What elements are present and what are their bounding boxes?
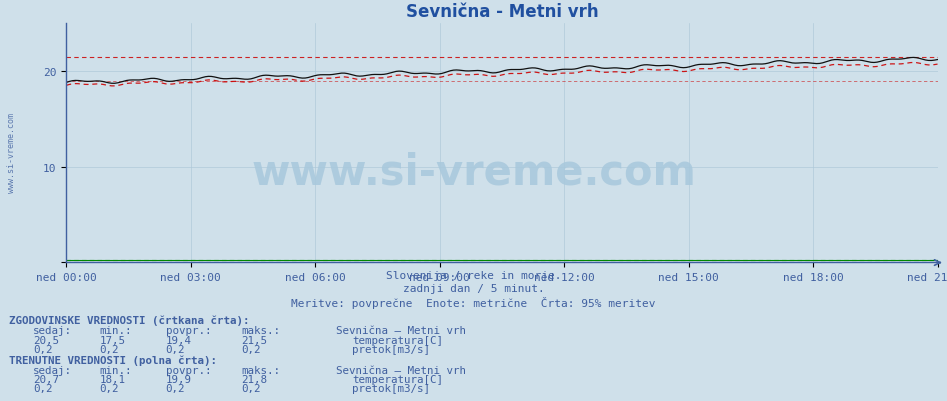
Text: 0,2: 0,2 [166,383,186,393]
Text: 20,7: 20,7 [33,374,59,384]
Text: 0,2: 0,2 [99,344,119,354]
Text: ZGODOVINSKE VREDNOSTI (črtkana črta):: ZGODOVINSKE VREDNOSTI (črtkana črta): [9,315,250,325]
Text: 0,2: 0,2 [33,383,53,393]
Text: www.si-vreme.com: www.si-vreme.com [251,152,696,193]
Text: min.:: min.: [99,365,132,375]
Text: 0,2: 0,2 [33,344,53,354]
Text: pretok[m3/s]: pretok[m3/s] [352,383,430,393]
Text: povpr.:: povpr.: [166,326,211,336]
Text: min.:: min.: [99,326,132,336]
Text: maks.:: maks.: [241,365,280,375]
Text: Slovenija / reke in morje.: Slovenija / reke in morje. [385,271,562,281]
Text: Meritve: povprečne  Enote: metrične  Črta: 95% meritev: Meritve: povprečne Enote: metrične Črta:… [292,296,655,308]
Text: 19,9: 19,9 [166,374,191,384]
Text: 0,2: 0,2 [166,344,186,354]
Text: temperatura[C]: temperatura[C] [352,374,443,384]
Text: 0,2: 0,2 [241,383,261,393]
Text: TRENUTNE VREDNOSTI (polna črta):: TRENUTNE VREDNOSTI (polna črta): [9,355,218,365]
Text: Sevnična – Metni vrh: Sevnična – Metni vrh [336,326,466,336]
Text: sedaj:: sedaj: [33,365,72,375]
Text: zadnji dan / 5 minut.: zadnji dan / 5 minut. [402,284,545,294]
Text: 0,2: 0,2 [99,383,119,393]
Text: 21,5: 21,5 [241,335,267,345]
Text: povpr.:: povpr.: [166,365,211,375]
Text: temperatura[C]: temperatura[C] [352,335,443,345]
Title: Sevnična - Metni vrh: Sevnična - Metni vrh [405,3,599,21]
Text: www.si-vreme.com: www.si-vreme.com [7,112,16,192]
Text: pretok[m3/s]: pretok[m3/s] [352,344,430,354]
Text: 17,5: 17,5 [99,335,125,345]
Text: Sevnična – Metni vrh: Sevnična – Metni vrh [336,365,466,375]
Text: sedaj:: sedaj: [33,326,72,336]
Text: 20,5: 20,5 [33,335,59,345]
Text: 21,8: 21,8 [241,374,267,384]
Text: 0,2: 0,2 [241,344,261,354]
Text: 18,1: 18,1 [99,374,125,384]
Text: maks.:: maks.: [241,326,280,336]
Text: 19,4: 19,4 [166,335,191,345]
